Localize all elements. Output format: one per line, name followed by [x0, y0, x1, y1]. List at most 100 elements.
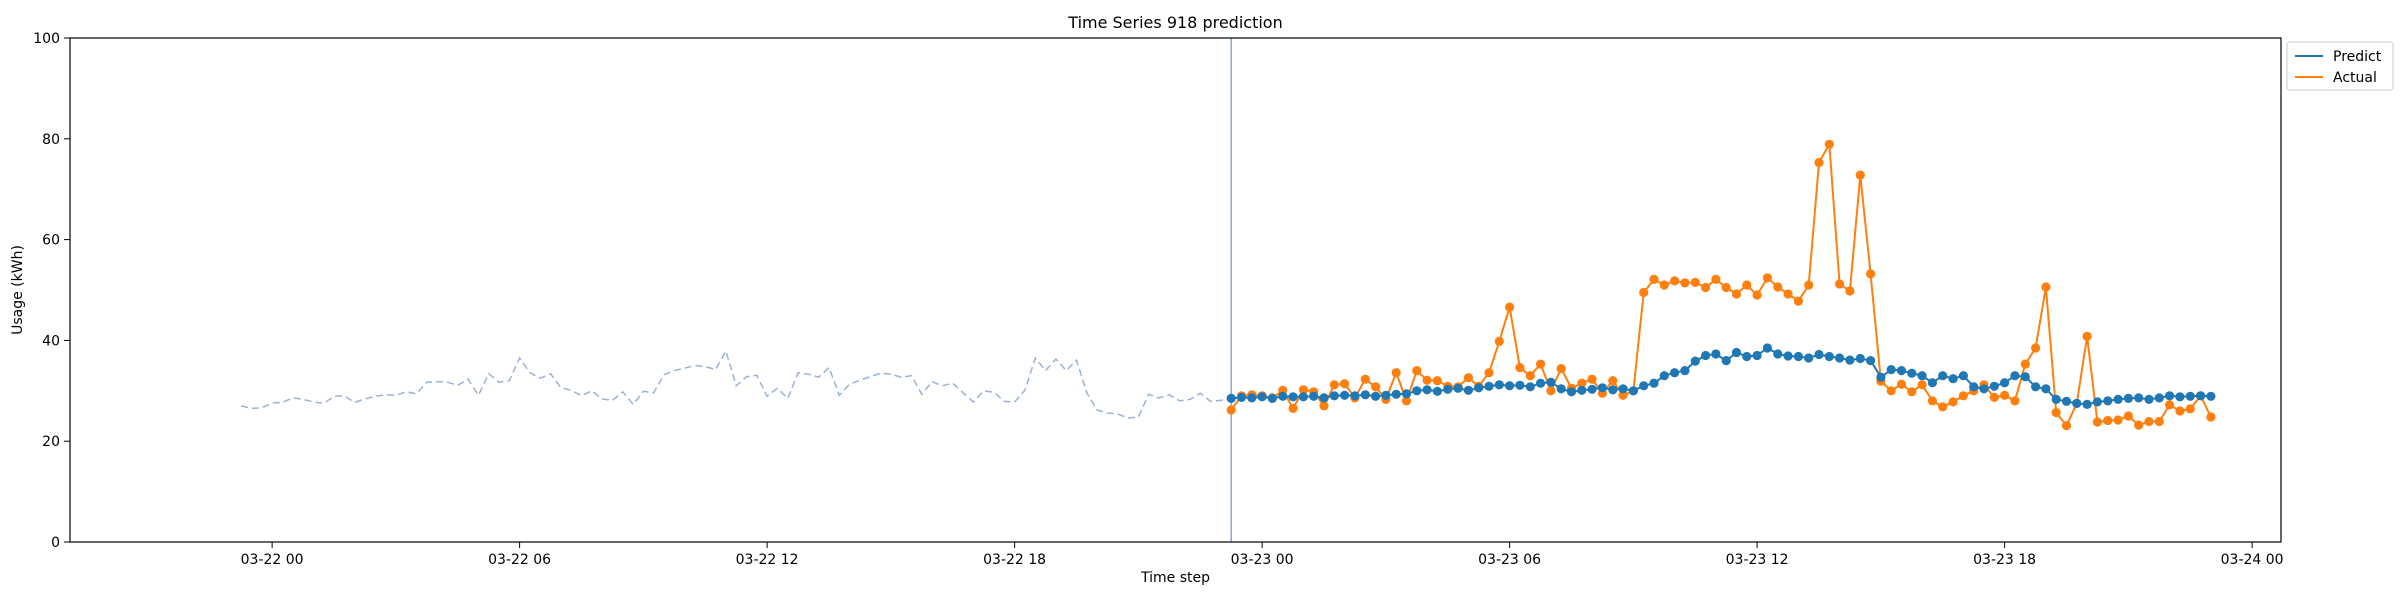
- actual-point: [1546, 386, 1556, 396]
- actual-point: [2123, 411, 2133, 421]
- predict-point: [1670, 368, 1680, 378]
- actual-point: [1587, 374, 1597, 384]
- predict-point: [1597, 383, 1607, 393]
- actual-point: [1896, 379, 1907, 389]
- predict-point: [2000, 378, 2010, 388]
- predict-point: [1381, 390, 1391, 400]
- predict-point: [1360, 390, 1370, 400]
- actual-point: [2082, 331, 2092, 341]
- actual-point: [2113, 415, 2123, 425]
- predict-point: [2051, 394, 2061, 404]
- y-axis: 0 20 40 60 80 100: [33, 31, 70, 551]
- predict-point: [1938, 371, 1948, 381]
- predict-point: [1783, 351, 1793, 361]
- predict-point: [1814, 349, 1824, 360]
- predict-point: [1680, 366, 1690, 376]
- predict-point: [1309, 391, 1319, 401]
- y-tick-label: 60: [42, 233, 60, 249]
- actual-point: [1618, 390, 1628, 400]
- actual-point: [1288, 403, 1298, 413]
- actual-point: [1773, 282, 1783, 292]
- predict-point: [1855, 353, 1865, 364]
- predict-point: [1226, 393, 1236, 403]
- actual-point: [2061, 421, 2072, 431]
- predict-point: [2165, 391, 2175, 401]
- predict-point: [1927, 378, 1937, 388]
- actual-point: [1298, 385, 1308, 395]
- actual-point: [1845, 286, 1855, 296]
- actual-point: [1680, 278, 1690, 288]
- predict-point: [1371, 391, 1381, 401]
- predict-point: [1463, 385, 1473, 395]
- y-tick-label: 40: [42, 333, 60, 349]
- actual-point: [1670, 276, 1680, 286]
- predict-point: [1762, 343, 1772, 353]
- predict-point: [1773, 349, 1783, 359]
- predict-point: [1484, 381, 1494, 391]
- predict-point: [1432, 386, 1442, 396]
- actual-point: [2144, 416, 2154, 427]
- predict-point: [1453, 383, 1463, 393]
- predict-point: [1267, 393, 1277, 403]
- predict-point: [1866, 356, 1876, 366]
- predict-point: [1896, 366, 1907, 376]
- predict-point: [1907, 368, 1917, 378]
- actual-point: [1907, 387, 1917, 397]
- actual-point: [1742, 280, 1752, 290]
- predict-point: [2154, 393, 2164, 403]
- predict-point: [1752, 350, 1762, 361]
- predict-point: [1350, 391, 1360, 401]
- predict-point: [2072, 398, 2082, 408]
- actual-point: [2175, 406, 2185, 416]
- predict-point: [1824, 351, 1834, 362]
- y-tick-label: 80: [42, 132, 60, 148]
- actual-point: [1855, 170, 1865, 180]
- predict-point: [1876, 372, 1886, 382]
- y-tick-label: 0: [51, 535, 60, 551]
- x-tick-label: 03-22 00: [241, 552, 304, 568]
- actual-point: [2092, 417, 2102, 427]
- predict-point: [1505, 381, 1515, 391]
- predict-point: [1628, 386, 1638, 396]
- predict-point: [1577, 385, 1587, 395]
- actual-point: [1360, 374, 1370, 384]
- predict-point: [1639, 381, 1649, 391]
- actual-point: [1391, 368, 1401, 378]
- actual-point: [1505, 302, 1515, 312]
- actual-point: [1721, 282, 1731, 293]
- predict-point: [1969, 382, 1979, 392]
- predict-point: [1701, 350, 1711, 361]
- predict-point: [1412, 386, 1422, 396]
- plot-frame: [69, 37, 2282, 543]
- predict-point: [1546, 377, 1556, 387]
- predict-point: [1556, 384, 1566, 394]
- predict-point: [2103, 396, 2113, 406]
- actual-point: [1793, 296, 1803, 306]
- predict-point: [1391, 389, 1401, 399]
- predict-point: [1618, 384, 1628, 394]
- predict-point: [1278, 391, 1288, 401]
- predict-point: [2185, 391, 2195, 401]
- predict-point: [2010, 371, 2020, 381]
- actual-point: [2185, 404, 2195, 414]
- x-tick-label: 03-23 06: [1478, 552, 1541, 568]
- predict-point: [2144, 394, 2154, 404]
- predict-point: [2041, 384, 2051, 394]
- actual-point: [2103, 415, 2113, 426]
- actual-point: [1731, 289, 1742, 299]
- actual-point: [1824, 139, 1834, 149]
- predict-point: [1979, 384, 1989, 394]
- predict-point: [1236, 392, 1247, 402]
- actual-point: [1659, 280, 1669, 290]
- actual-point: [1340, 379, 1350, 389]
- predict-point: [1731, 347, 1742, 358]
- actual-point: [1783, 289, 1793, 299]
- y-tick-label: 20: [42, 434, 60, 450]
- predict-point: [2020, 372, 2030, 382]
- predict-point: [1845, 355, 1855, 365]
- actual-point: [2010, 396, 2020, 406]
- actual-point: [1329, 380, 1339, 390]
- predict-point: [1257, 392, 1267, 402]
- actual-point: [2051, 407, 2061, 418]
